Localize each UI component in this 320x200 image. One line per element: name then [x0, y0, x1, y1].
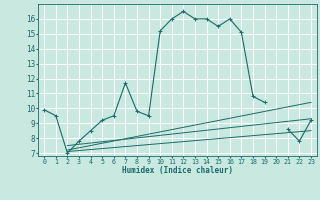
X-axis label: Humidex (Indice chaleur): Humidex (Indice chaleur): [122, 166, 233, 175]
